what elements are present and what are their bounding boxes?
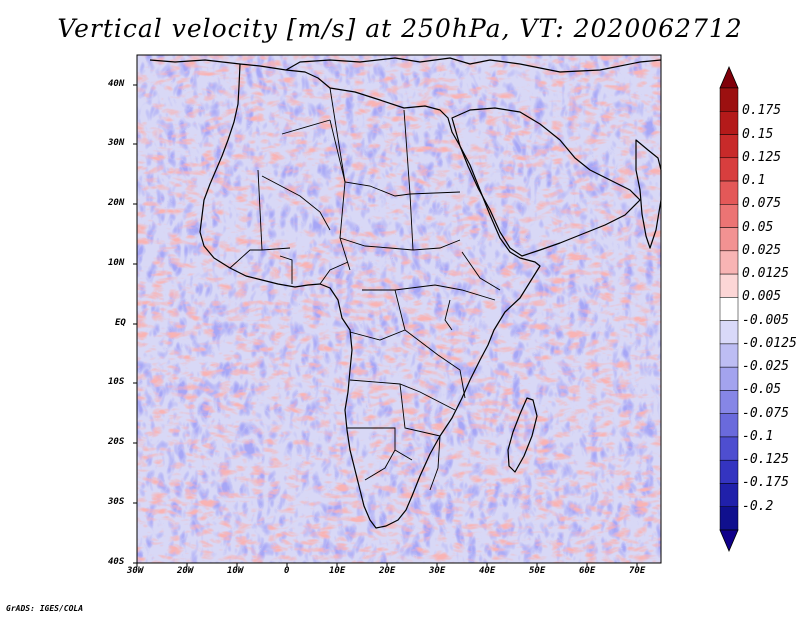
lon-label-10e: 10E bbox=[329, 566, 346, 576]
country-borders bbox=[229, 87, 501, 491]
lat-label-40s: 40S bbox=[108, 557, 125, 567]
colorbar-cell bbox=[719, 320, 739, 345]
lat-label-40n: 40N bbox=[108, 79, 125, 89]
lat-label-30n: 30N bbox=[108, 138, 125, 148]
lon-label-60e: 60E bbox=[579, 566, 596, 576]
colorbar-cell bbox=[719, 343, 739, 368]
lat-label-20n: 20N bbox=[108, 198, 125, 208]
lat-label-eq: EQ bbox=[115, 318, 126, 328]
colorbar-label: 0.0125 bbox=[742, 266, 789, 282]
colorbar-cell bbox=[719, 180, 739, 205]
lon-label-50e: 50E bbox=[529, 566, 546, 576]
colorbar-cell bbox=[719, 273, 739, 298]
colorbar-cell bbox=[719, 297, 739, 321]
colorbar-label: 0.125 bbox=[742, 149, 782, 165]
colorbar-bottom-arrow bbox=[719, 529, 739, 553]
colorbar-label: -0.0125 bbox=[742, 335, 797, 351]
colorbar-cell bbox=[719, 483, 739, 507]
colorbar bbox=[719, 65, 739, 553]
colorbar-cell bbox=[719, 157, 739, 182]
lat-label-20s: 20S bbox=[108, 437, 125, 447]
colorbar-cell bbox=[719, 204, 739, 228]
colorbar-top-arrow bbox=[719, 65, 739, 89]
colorbar-cell bbox=[719, 87, 739, 112]
colorbar-cell bbox=[719, 506, 739, 531]
colorbar-label: 0.075 bbox=[742, 196, 782, 212]
grads-credit: GrADS: IGES/COLA bbox=[6, 604, 84, 613]
colorbar-cell bbox=[719, 459, 739, 484]
europe-coastline bbox=[149, 57, 662, 73]
colorbar-label: 0.1 bbox=[742, 173, 766, 189]
colorbar-label: 0.005 bbox=[742, 289, 782, 305]
colorbar-label: -0.005 bbox=[742, 312, 789, 328]
colorbar-cell bbox=[719, 436, 739, 461]
africa-coastline bbox=[199, 63, 541, 529]
velocity-field bbox=[137, 55, 661, 563]
lon-label-0: 0 bbox=[284, 566, 290, 576]
map-title: Vertical velocity [m/s] at 250hPa, VT: 2… bbox=[57, 14, 743, 43]
map-frame bbox=[136, 54, 662, 564]
colorbar-cell bbox=[719, 250, 739, 275]
colorbar-cell bbox=[719, 227, 739, 252]
lon-label-30w: 30W bbox=[127, 566, 144, 576]
colorbar-label: -0.075 bbox=[742, 405, 789, 421]
colorbar-label: -0.175 bbox=[742, 475, 789, 491]
colorbar-cell bbox=[719, 111, 739, 135]
lat-label-10n: 10N bbox=[108, 258, 125, 268]
colorbar-cell bbox=[719, 366, 739, 391]
colorbar-cell bbox=[719, 413, 739, 438]
lon-label-40e: 40E bbox=[479, 566, 496, 576]
colorbar-label: -0.1 bbox=[742, 428, 774, 444]
lon-label-70e: 70E bbox=[629, 566, 646, 576]
colorbar-label: -0.125 bbox=[742, 452, 789, 468]
colorbar-label: -0.2 bbox=[742, 498, 774, 514]
colorbar-cell bbox=[719, 390, 739, 414]
arabia-coastline bbox=[451, 107, 641, 257]
lon-label-20w: 20W bbox=[177, 566, 194, 576]
colorbar-label: 0.175 bbox=[742, 103, 782, 119]
madagascar-coastline bbox=[507, 397, 538, 473]
colorbar-label: 0.025 bbox=[742, 242, 782, 258]
lat-label-10s: 10S bbox=[108, 377, 125, 387]
coastline-layer bbox=[149, 57, 662, 529]
colorbar-label: -0.025 bbox=[742, 359, 789, 375]
india-coastline bbox=[635, 139, 662, 249]
colorbar-label: -0.05 bbox=[742, 382, 782, 398]
lon-label-10w: 10W bbox=[227, 566, 244, 576]
colorbar-label: 0.15 bbox=[742, 126, 774, 142]
lon-label-20e: 20E bbox=[379, 566, 396, 576]
colorbar-label: 0.05 bbox=[742, 219, 774, 235]
lon-label-30e: 30E bbox=[429, 566, 446, 576]
lat-label-30s: 30S bbox=[108, 497, 125, 507]
colorbar-cell bbox=[719, 134, 739, 159]
